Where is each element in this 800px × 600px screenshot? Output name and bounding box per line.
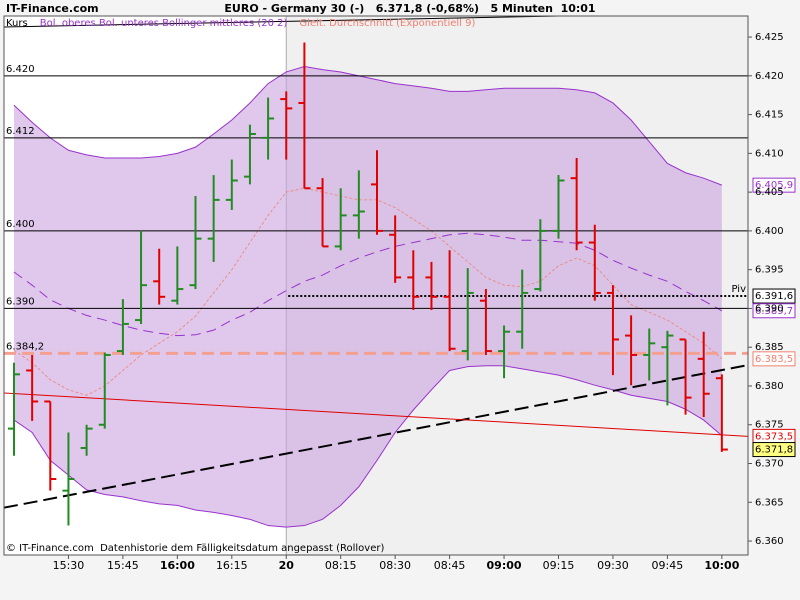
trend-line: [4, 392, 748, 437]
price-marker-box: [752, 177, 796, 193]
level-label: 6.420: [6, 64, 35, 75]
plot: 6.420 6.412 6.400 6.390 6.384,2 Piv: [4, 16, 748, 555]
x-tick-label: 20: [279, 559, 295, 572]
x-tick-label: 16:00: [160, 559, 195, 572]
price-marker-label: 6.383,5: [755, 354, 793, 365]
level-label: 6.390: [6, 296, 35, 307]
x-tick-label: 09:30: [597, 559, 629, 572]
bollinger-lower: [13, 365, 723, 528]
bollinger-fill: [14, 66, 722, 528]
y-tick-label: 6.385: [755, 342, 784, 353]
y-tick-label: 6.420: [755, 71, 784, 82]
y-tick-label: 6.360: [755, 536, 784, 547]
brand: IT-Finance.com: [6, 2, 99, 15]
plot-border: [3, 15, 749, 556]
x-tick-label: 16:15: [216, 559, 248, 572]
y-tick-label: 6.405: [755, 187, 784, 198]
x-tick-label: 08:30: [379, 559, 411, 572]
y-tick-label: 6.395: [755, 265, 784, 276]
y-tick-label: 6.370: [755, 459, 784, 470]
price-marker-label: 6.405,9: [755, 180, 793, 191]
x-tick-label: 09:45: [652, 559, 684, 572]
bollinger-upper: [13, 66, 723, 186]
level-label: 6.400: [6, 219, 35, 230]
legend-entry: Gleit. Durchschnitt (Exponentiell 9): [299, 18, 475, 29]
chart-title: EURO - Germany 30 (-) 6.371,8 (-0,68%) 5…: [224, 2, 595, 15]
price-marker-box: [752, 288, 796, 304]
x-tick-label: 15:45: [107, 559, 139, 572]
price-marker-label: 6.391,6: [755, 291, 793, 302]
price-marker-label: 6.373,5: [755, 431, 793, 442]
y-tick-label: 6.415: [755, 110, 784, 121]
x-tick-label: 08:15: [325, 559, 357, 572]
legend-entry: Bol. oberes Bol. unteres Bollinger mittl…: [40, 18, 288, 29]
level-label: 6.384,2: [6, 341, 44, 352]
bollinger-middle: [13, 232, 723, 337]
x-tick-label: 09:15: [543, 559, 575, 572]
x-tick-label: 08:45: [434, 559, 466, 572]
y-tick-label: 6.425: [755, 32, 784, 43]
y-tick-label: 6.410: [755, 148, 784, 159]
y-tick-label: 6.365: [755, 497, 784, 508]
legend-entry: Kurs: [6, 18, 28, 29]
pivot-label: Piv: [731, 284, 746, 295]
price-marker-label: 6.371,8: [755, 445, 793, 456]
price-marker-box: [752, 442, 796, 458]
trend-line: [4, 364, 748, 509]
x-tick-label: 09:00: [487, 559, 522, 572]
level-label: 6.412: [6, 126, 35, 137]
trend-line: [4, 16, 584, 28]
price-marker-label: 6.389,7: [755, 306, 793, 317]
y-tick-label: 6.390: [755, 303, 784, 314]
price-marker-box: [752, 351, 796, 367]
y-tick-label: 6.375: [755, 420, 784, 431]
y-tick-label: 6.400: [755, 226, 784, 237]
x-tick-label: 10:00: [704, 559, 739, 572]
y-tick-label: 6.380: [755, 381, 784, 392]
x-tick-label: 15:30: [53, 559, 85, 572]
ema-line: [13, 187, 723, 396]
footer: © IT-Finance.com Datenhistorie dem Fälli…: [6, 543, 384, 554]
overlay: Kurs Bol. oberes Bol. unteres Bollinger m…: [6, 18, 796, 458]
price-marker-box: [752, 303, 796, 319]
